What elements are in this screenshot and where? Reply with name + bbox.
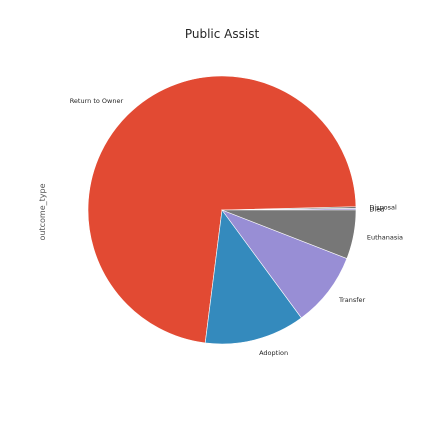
- pie-label-died: Died: [369, 206, 384, 214]
- pie-label-return-to-owner: Return to Owner: [70, 97, 124, 105]
- pie-slices: [87, 75, 357, 345]
- pie-label-disposal: Disposal: [369, 204, 397, 212]
- pie-slice-euthanasia: [221, 209, 357, 259]
- chart-title: Public Assist: [185, 27, 260, 41]
- y-axis-label: outcome_type: [38, 183, 47, 240]
- pie-label-transfer: Transfer: [338, 296, 365, 304]
- pie-label-euthanasia: Euthanasia: [367, 234, 403, 242]
- pie-label-adoption: Adoption: [259, 349, 288, 357]
- pie-slice-adoption: [204, 209, 302, 345]
